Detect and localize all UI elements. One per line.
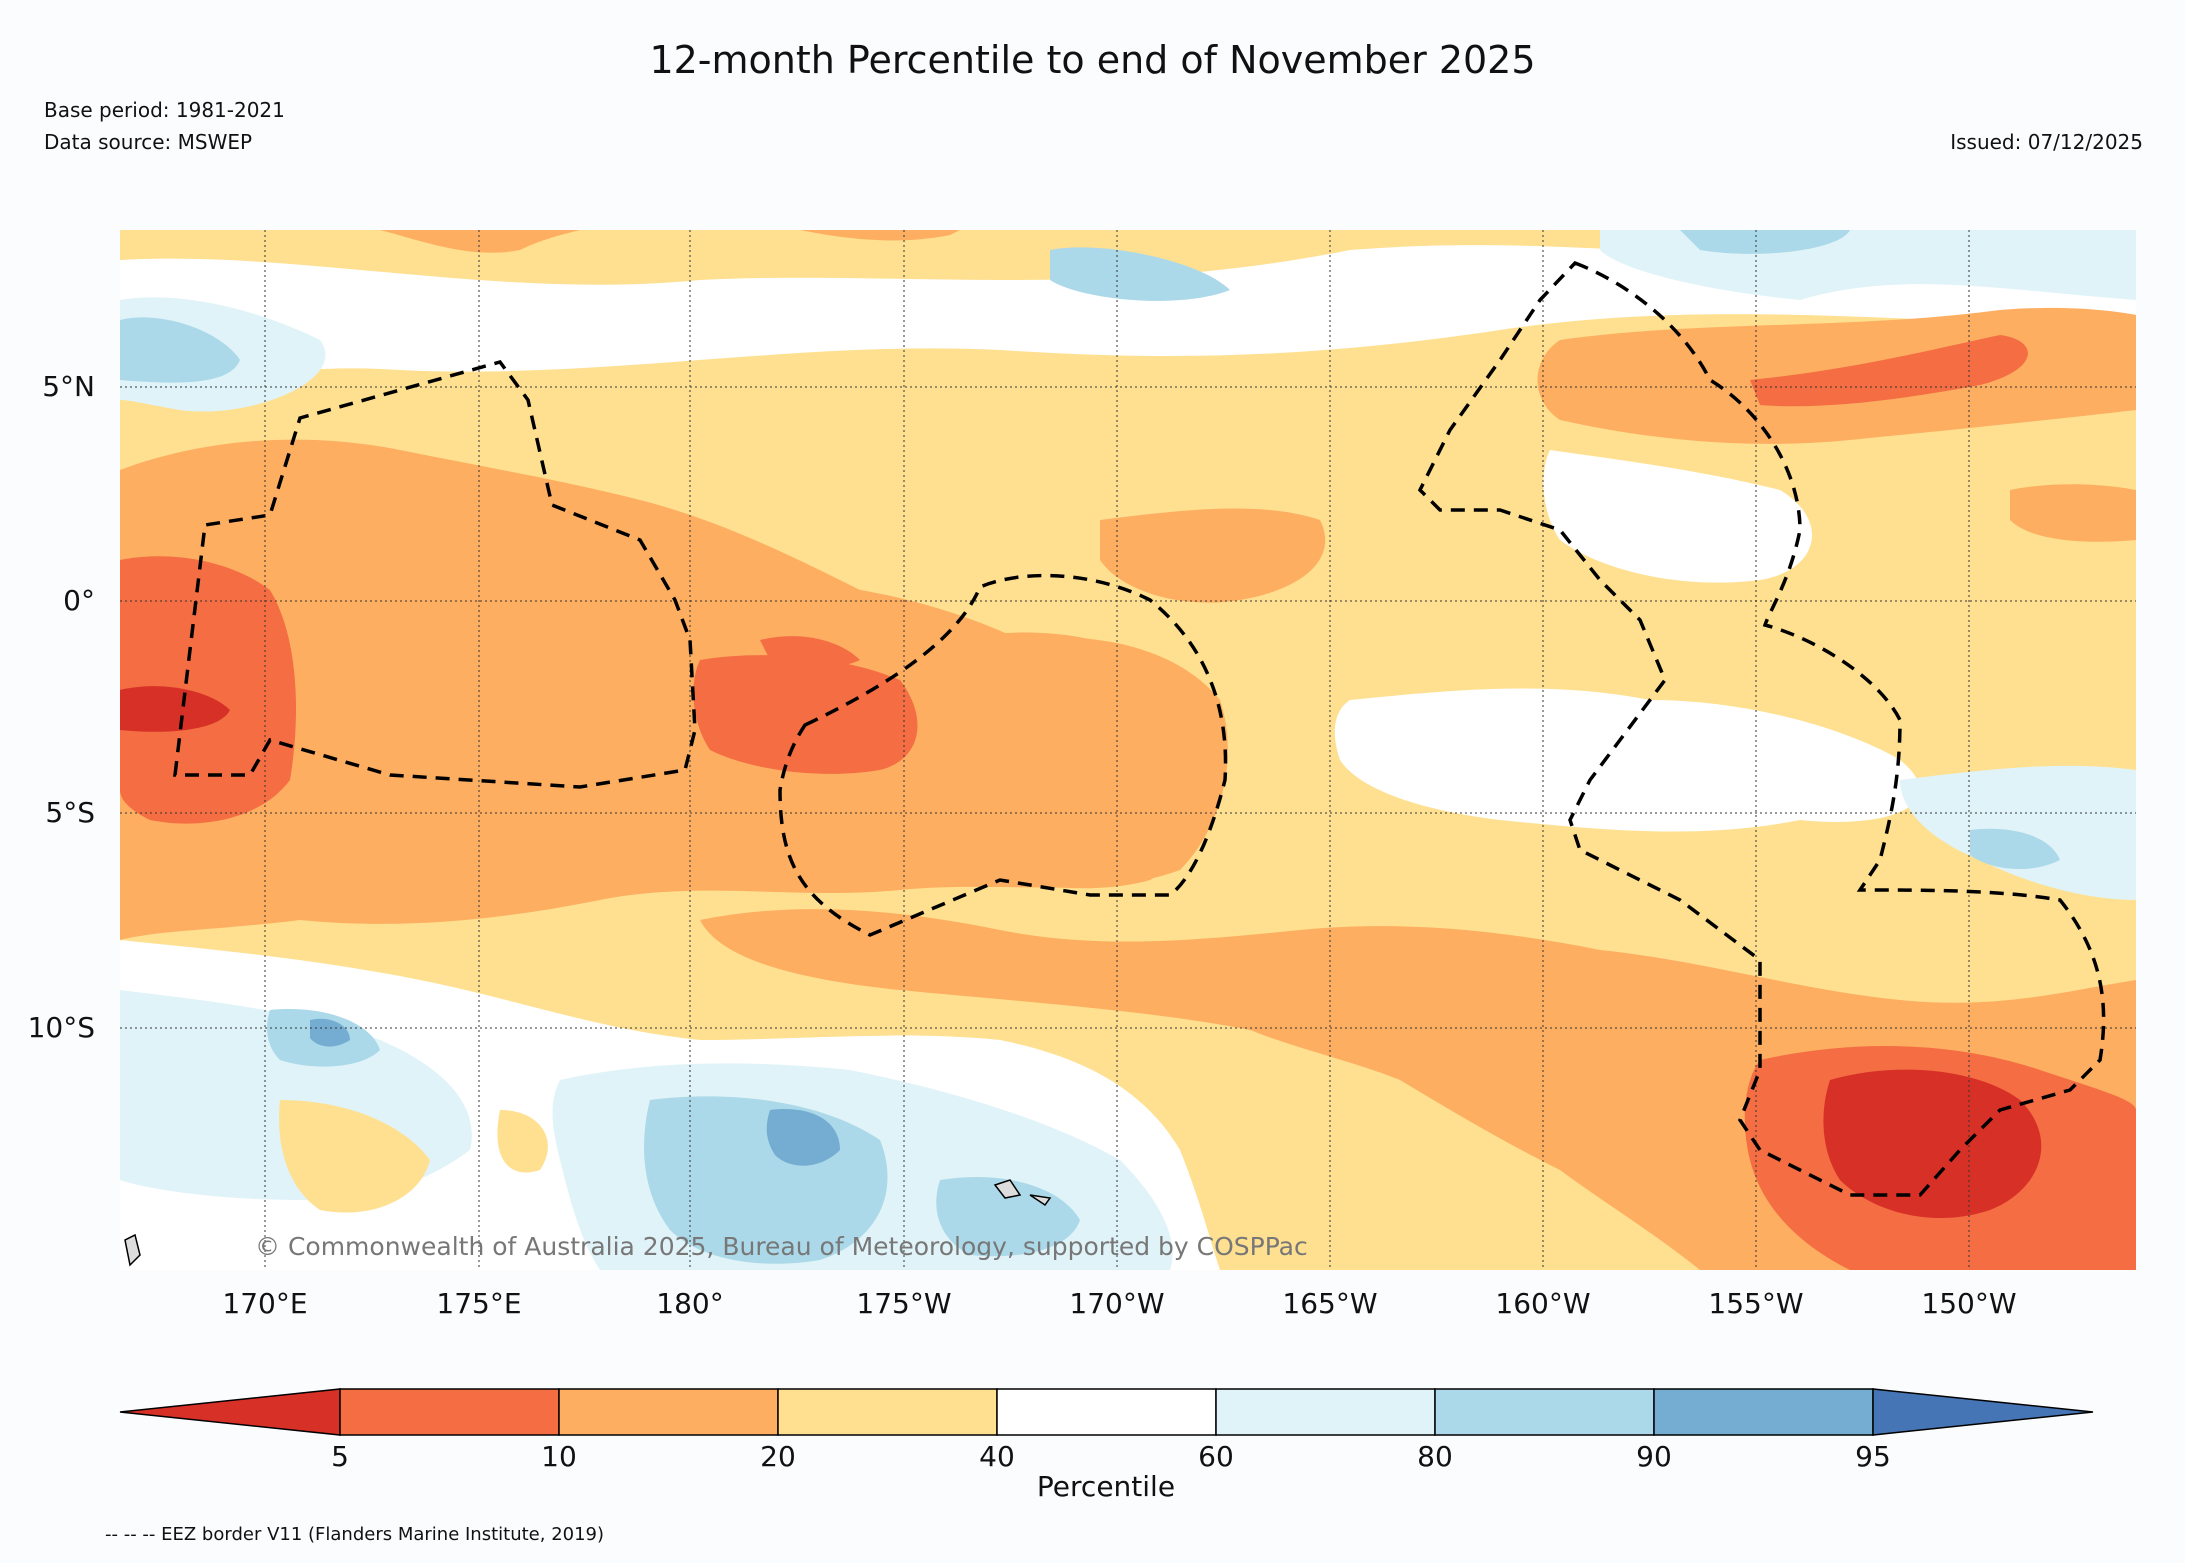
region-center-red — [693, 655, 918, 774]
lon-label-170e: 170°E — [222, 1287, 307, 1320]
eez-borders — [173, 260, 2106, 1197]
colorbar-bin-90-95 — [1653, 1388, 1874, 1436]
colorbar-tick-10: 10 — [541, 1440, 577, 1473]
region-north-blue — [120, 317, 240, 383]
region-east-blue — [1970, 828, 2060, 870]
colorbar-label: Percentile — [1037, 1470, 1175, 1503]
base-period: Base period: 1981-2021 — [44, 98, 285, 122]
region-ne-red — [1750, 335, 2028, 407]
island-3 — [124, 1233, 141, 1267]
lon-label-180: 180° — [656, 1287, 723, 1320]
lat-label-10s: 10°S — [28, 1011, 95, 1044]
lon-label-165w: 165°W — [1282, 1287, 1377, 1320]
data-source: Data source: MSWEP — [44, 130, 253, 154]
island-1 — [993, 1179, 1022, 1199]
issued-date: Issued: 07/12/2025 — [1950, 130, 2143, 154]
region-central-orange — [853, 632, 1212, 889]
map-title: 12-month Percentile to end of November 2… — [649, 38, 1536, 82]
region-east-white-1 — [1543, 450, 1813, 583]
eez-kiribati-line — [1417, 260, 2106, 1197]
colorbar: 5 10 20 40 60 80 90 95 Percentile — [119, 1388, 2094, 1503]
colorbar-tick-90: 90 — [1636, 1440, 1672, 1473]
colorbar-tick-5: 5 — [331, 1440, 349, 1473]
island-2 — [1029, 1194, 1052, 1207]
region-west-dark-red — [120, 686, 230, 732]
colorbar-tick-20: 20 — [760, 1440, 796, 1473]
colorbar-tick-40: 40 — [979, 1440, 1015, 1473]
colorbar-bin-5-10 — [339, 1388, 560, 1436]
region-sw-yellow — [279, 1100, 430, 1213]
region-mid-orange — [1100, 508, 1326, 603]
colorbar-extend-high — [1872, 1388, 2094, 1436]
islands — [124, 1179, 1052, 1267]
graticule — [120, 230, 2136, 1270]
colorbar-bin-80-90 — [1434, 1388, 1655, 1436]
eez-kiribati-gilberts — [173, 359, 697, 789]
region-sw-dark-blue-2 — [310, 1018, 350, 1047]
region-north-white — [120, 245, 2136, 392]
map-panel — [120, 230, 2136, 1270]
colorbar-tick-80: 80 — [1417, 1440, 1453, 1473]
lat-label-5n: 5°N — [42, 370, 95, 403]
colorbar-extend-low — [119, 1388, 341, 1436]
colorbar-bin-60-80 — [1215, 1388, 1436, 1436]
region-top-orange-2 — [800, 230, 960, 241]
lon-label-175w: 175°W — [856, 1287, 951, 1320]
region-west-red — [120, 556, 296, 824]
colorbar-tick-95: 95 — [1855, 1440, 1891, 1473]
region-east-white-2 — [1334, 688, 1920, 832]
copyright-text: © Commonwealth of Australia 2025, Bureau… — [255, 1232, 1308, 1261]
eez-legend-note: -- -- -- EEZ border V11 (Flanders Marine… — [105, 1524, 605, 1545]
lon-label-175e: 175°E — [436, 1287, 521, 1320]
lon-label-155w: 155°W — [1708, 1287, 1803, 1320]
lon-label-170w: 170°W — [1069, 1287, 1164, 1320]
region-ne-orange-2 — [2010, 484, 2136, 542]
region-top-orange-1 — [380, 230, 580, 253]
lon-label-150w: 150°W — [1921, 1287, 2016, 1320]
region-north-blue-2 — [1050, 247, 1230, 301]
eez-tuvalu-tokelau — [778, 573, 1228, 937]
region-sw-dark-blue — [766, 1109, 840, 1166]
colorbar-bin-20-40 — [777, 1388, 998, 1436]
colorbar-bin-10-20 — [558, 1388, 779, 1436]
region-center-red-2 — [760, 636, 860, 668]
colorbar-bin-40-60 — [996, 1388, 1217, 1436]
region-se-dark-red — [1823, 1069, 2042, 1219]
region-ne-blue — [1680, 230, 1850, 254]
lon-label-160w: 160°W — [1495, 1287, 1590, 1320]
colorbar-tick-60: 60 — [1198, 1440, 1234, 1473]
lat-label-5s: 5°S — [45, 796, 95, 829]
region-sw-yellow-2 — [497, 1110, 548, 1173]
lat-label-0: 0° — [63, 584, 95, 617]
